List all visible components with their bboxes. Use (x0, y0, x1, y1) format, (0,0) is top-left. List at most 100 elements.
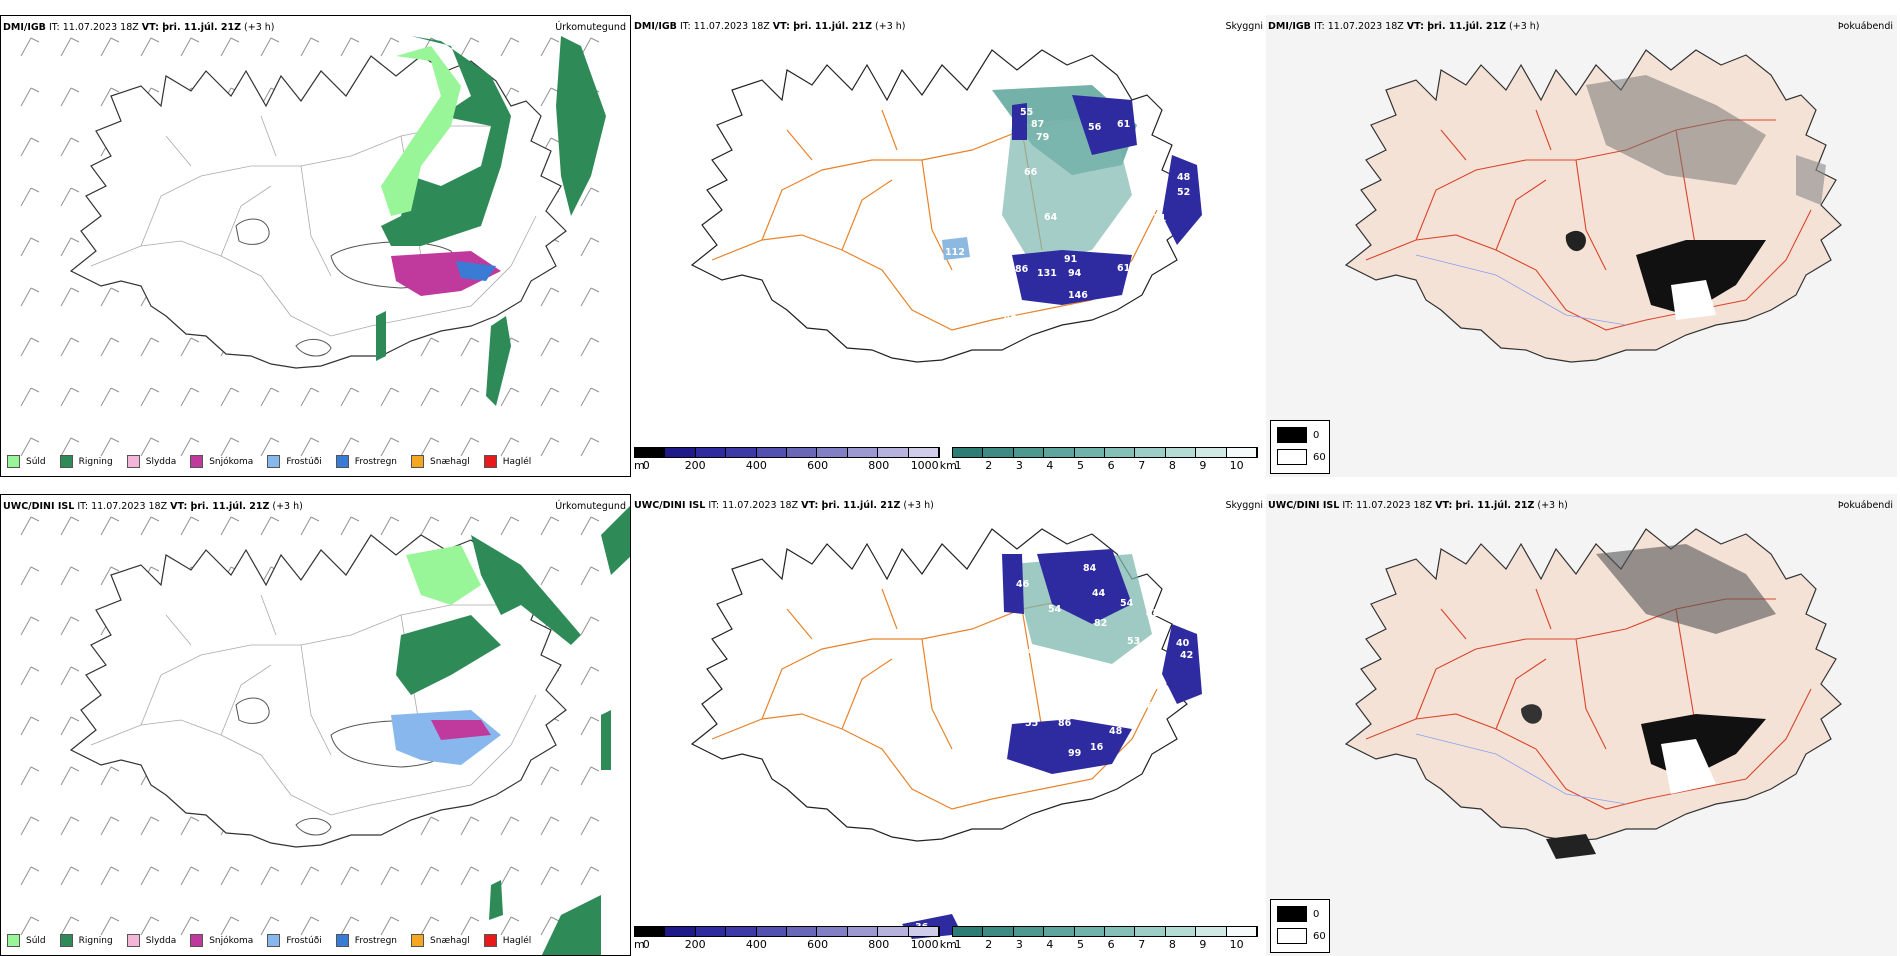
visibility-value-label: 41 (1137, 137, 1150, 148)
tick-label: 2 (985, 938, 993, 951)
legend-swatch (483, 455, 497, 468)
legend-item: Haglél (483, 455, 531, 468)
run-time: IT: 11.07.2023 18Z (708, 500, 799, 511)
low-visibility-area (1037, 549, 1132, 624)
low-visibility-area (1072, 95, 1137, 155)
unit-label: m (634, 938, 645, 951)
visibility-value-label: 94 (1068, 268, 1082, 279)
low-visibility-area (1012, 250, 1132, 305)
tick-label: 4 (1046, 459, 1054, 472)
legend-item: Haglél (483, 934, 531, 947)
visibility-m-colorbar: m 0 200 400 600 800 1000 (634, 926, 940, 951)
run-time: IT: 11.07.2023 18Z (679, 21, 770, 32)
visibility-value-label: 67 (1014, 781, 1027, 792)
forecast-offset: (+3 h) (244, 22, 275, 33)
legend-item: Snjókoma (190, 934, 253, 947)
visibility-value-label: 71 (1153, 213, 1166, 224)
forecast-offset: (+3 h) (272, 501, 303, 512)
panel-dmi-fog-index: DMI/IGB IT: 11.07.2023 18Z VT: þri. 11.j… (1266, 15, 1897, 477)
legend-swatch (267, 455, 281, 468)
tick-label: 600 (807, 459, 829, 472)
valid-time: VT: þri. 11.júl. 21Z (772, 21, 872, 32)
tick-label: 400 (745, 459, 767, 472)
model-name: DMI/IGB (3, 22, 46, 33)
visibility-value-label: 66 (1024, 167, 1038, 178)
tick-label: 9 (1199, 938, 1207, 951)
tick-label: 1000 (910, 938, 939, 951)
low-visibility-area (1007, 719, 1132, 774)
visibility-value-label: 112 (945, 247, 965, 258)
legend-item: Frostúði (267, 455, 322, 468)
valid-time: VT: þri. 11.júl. 21Z (141, 22, 241, 33)
legend-item: Súld (7, 934, 46, 947)
tick-label: 600 (807, 938, 829, 951)
tick-label: 400 (745, 938, 767, 951)
tick-label: 10 (1229, 459, 1244, 472)
panel-uwc-fog-index: UWC/DINI ISL IT: 11.07.2023 18Z VT: þri.… (1266, 494, 1897, 956)
tick-label: 3 (1015, 938, 1023, 951)
tick-label: 10 (1229, 938, 1244, 951)
variable-name: Þokuábendi (1837, 21, 1893, 32)
visibility-value-label: 52 (1177, 187, 1190, 198)
model-name: UWC/DINI ISL (634, 500, 706, 511)
drizzle-area (381, 46, 461, 216)
tick-label: 5 (1077, 938, 1085, 951)
visibility-value-label: 86 (1015, 264, 1029, 275)
precip-legend: Súld Rigning Slydda Snjókoma Frostúði Fr… (7, 455, 543, 468)
tick-label: 6 (1107, 459, 1115, 472)
visibility-value-label: 46 (1016, 579, 1030, 590)
visibility-value-label: 87 (1031, 119, 1044, 130)
legend-item: Frostregn (335, 934, 397, 947)
visibility-value-label: 99 (1068, 748, 1081, 759)
visibility-value-label: 58 (1113, 239, 1127, 250)
precip-legend: Súld Rigning Slydda Snjókoma Frostúði Fr… (7, 934, 543, 947)
fog-map-uwc (1345, 528, 1842, 859)
snowfall-area (391, 251, 501, 296)
visibility-value-label: 55 (1025, 718, 1038, 729)
visibility-value-label: 84 (948, 716, 962, 727)
visibility-value-label: 48 (1177, 172, 1191, 183)
tick-label: 9 (1199, 459, 1207, 472)
legend-item: Rigning (59, 455, 113, 468)
tick-label: 6 (1107, 938, 1115, 951)
fog-low-label: 60 (1313, 930, 1326, 942)
visibility-value-label: 48 (1109, 726, 1123, 737)
tick-label: 1000 (910, 459, 939, 472)
visibility-value-label: 54 (1120, 598, 1134, 609)
legend-item: Slydda (126, 934, 176, 947)
visibility-value-label: 84 (1083, 563, 1097, 574)
visibility-value-label: 61 (1117, 119, 1130, 130)
visibility-value-label: 86 (1140, 701, 1154, 712)
tick-label: 2 (985, 459, 993, 472)
visibility-value-label: 42 (1146, 608, 1159, 619)
run-time: IT: 11.07.2023 18Z (48, 22, 139, 33)
visibility-value-label: 50 (1150, 674, 1164, 685)
legend-item: Snjókoma (190, 455, 253, 468)
rain-area (471, 535, 581, 645)
tick-label: 8 (1168, 938, 1176, 951)
iceland-coastline (1345, 528, 1842, 842)
visibility-value-label: 79 (1036, 132, 1049, 143)
tick-label: 1 (954, 938, 962, 951)
tick-label: 3 (1015, 459, 1023, 472)
forecast-offset: (+3 h) (1509, 21, 1540, 32)
visibility-value-label: 146 (1068, 290, 1088, 301)
visibility-km-colorbar: km 1 2 3 4 5 6 7 8 9 10 (940, 447, 1258, 472)
panel-header: UWC/DINI ISL IT: 11.07.2023 18Z VT: þri.… (634, 500, 934, 511)
tick-label: 200 (684, 459, 706, 472)
unit-label: km (939, 938, 957, 951)
legend-swatch (59, 455, 73, 468)
visibility-value-label: 63 (1110, 696, 1123, 707)
legend-swatch (411, 934, 425, 947)
visibility-value-label: 46 (1004, 312, 1018, 323)
legend-swatch (411, 455, 425, 468)
legend-swatch (335, 455, 349, 468)
panel-header: DMI/IGB IT: 11.07.2023 18Z VT: þri. 11.j… (1268, 21, 1540, 32)
visibility-value-label: 44 (1092, 588, 1106, 599)
panel-dmi-visibility: 55 87 79 56 61 41 86 48 52 64 66 71 58 112 86 131 9… (632, 15, 1263, 477)
visibility-value-label: 73 (1032, 775, 1045, 786)
unit-label: km (939, 459, 957, 472)
forecast-offset: (+3 h) (903, 500, 934, 511)
variable-name: Skyggni (1225, 21, 1263, 32)
visibility-value-label: 86 (1058, 718, 1072, 729)
